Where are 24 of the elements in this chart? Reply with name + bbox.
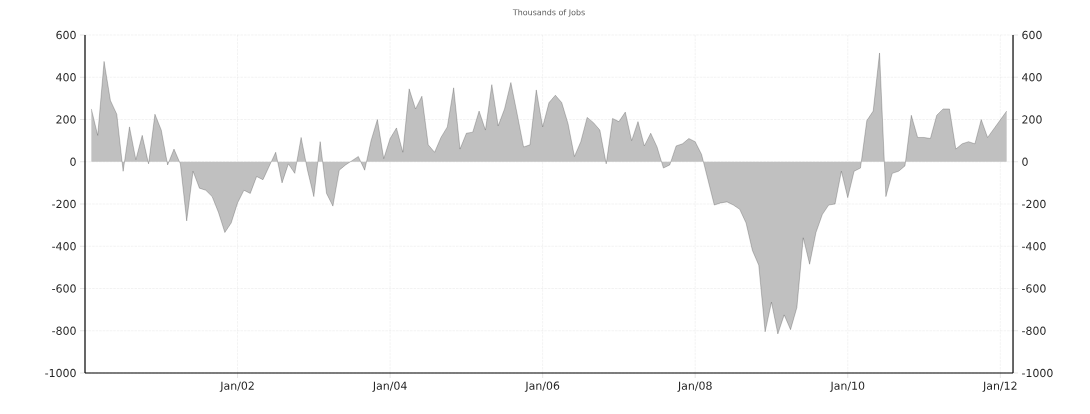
y2-tick-label: 600: [1022, 30, 1042, 40]
y2-tick-label: -600: [1022, 284, 1046, 293]
y2-tick-label: 0: [1022, 157, 1028, 166]
y-tick-label: -1000: [45, 368, 76, 378]
y-tick-label: -600: [52, 284, 76, 293]
x-tick-label: Jan/08: [677, 381, 712, 392]
y-tick-label: -200: [52, 199, 76, 209]
y-tick-label: 0: [70, 157, 76, 166]
y2-tick-label: -200: [1022, 199, 1046, 209]
y-tick-label: 400: [56, 73, 76, 82]
y2-tick-label: -400: [1022, 242, 1046, 251]
y2-tick-label: 400: [1022, 73, 1042, 82]
y2-tick-label: 200: [1022, 115, 1042, 124]
x-tick-label: Jan/04: [372, 381, 407, 392]
y-tick-label: 200: [56, 115, 76, 124]
y-tick-label: 600: [56, 30, 76, 40]
x-tick-label: Jan/02: [219, 381, 254, 392]
y2-tick-label: -800: [1022, 326, 1046, 335]
x-tick-label: Jan/12: [982, 381, 1017, 392]
y2-tick-label: -1000: [1022, 368, 1053, 378]
x-tick-label: Jan/06: [524, 381, 560, 392]
y-tick-label: -800: [52, 326, 76, 335]
x-tick-label: Jan/10: [829, 381, 865, 392]
y-tick-label: -400: [52, 242, 76, 251]
